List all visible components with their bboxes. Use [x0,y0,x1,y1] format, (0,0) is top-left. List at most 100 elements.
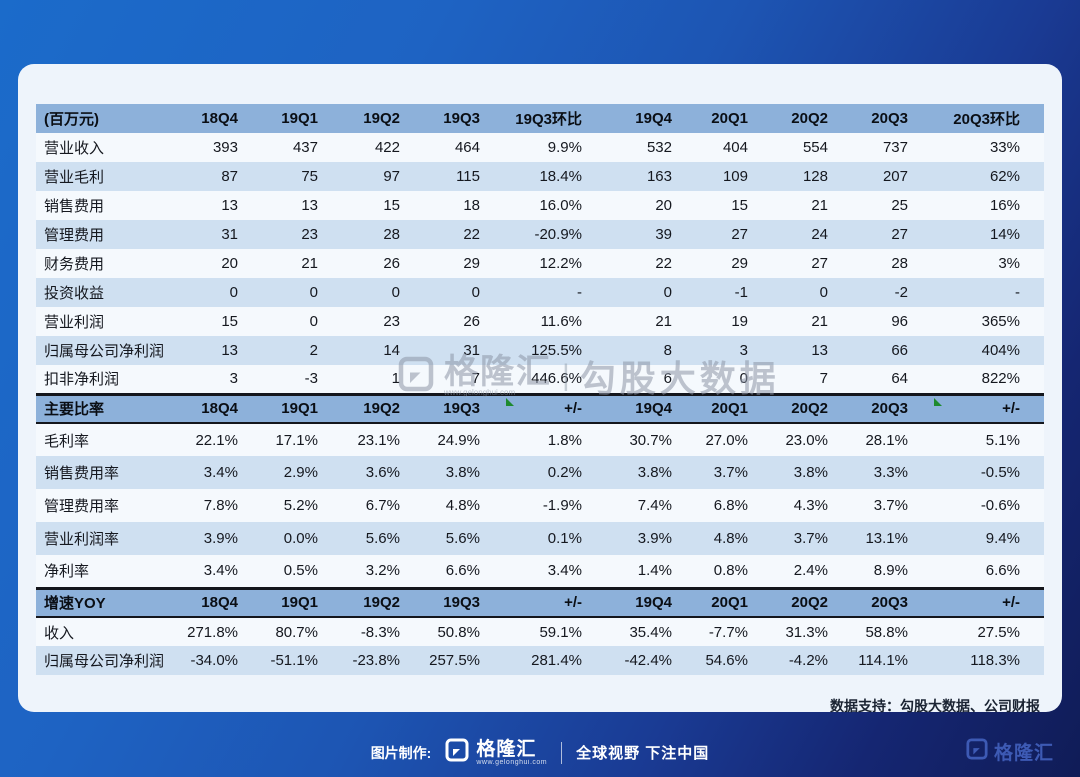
cell: 21 [811,313,828,330]
cell: 3.2% [365,562,400,580]
cell: 13 [811,342,828,359]
cell: 54.6% [705,652,748,669]
cell: 62% [989,168,1020,185]
cell: 0 [309,284,318,301]
column-header: 主要比率 [44,401,105,419]
bar-divider [561,741,563,764]
cell: 20 [221,255,238,272]
cell: 7 [471,370,480,388]
cell: 5.6% [365,530,400,547]
cell: 75 [301,168,318,185]
comment-marker-icon [934,397,942,406]
cell: 3.7% [793,530,828,547]
cell: 20 [655,197,672,214]
cell: 2 [309,342,318,359]
cell: 19 [731,313,748,330]
cell: 27.0% [705,431,748,449]
cell: 28.1% [865,431,908,449]
cell: 4.3% [793,497,828,514]
cell: 26 [383,255,400,272]
brand-name: 格隆汇 [476,738,537,760]
row-label: 归属母公司净利润 [44,343,165,360]
cell: 1.4% [637,562,672,580]
cell: 0.8% [713,562,748,580]
cell: 28 [383,226,400,243]
table-row: 财务费用 20 21 26 29 12.2% 22 29 27 28 3% [36,249,1044,278]
cell: 5.1% [985,431,1020,449]
brand-url: www.gelonghui.com [476,758,548,766]
cell: 163 [646,168,672,185]
cell: 26 [463,313,480,330]
column-header: (百万元) [44,111,99,128]
financial-table-wrap: (百万元) 18Q4 19Q1 19Q2 19Q3 19Q3环比 19Q4 20Q1 20Q2 2… [36,104,1044,675]
table-row: 销售费用 13 13 15 18 16.0% 20 15 21 25 16% [36,191,1044,220]
cell: - [1015,284,1020,301]
cell: 3% [998,255,1020,272]
column-header: 19Q2 [363,400,400,418]
cell: -20.9% [534,226,582,243]
cell: 6.7% [365,497,400,514]
cell: 24 [811,226,828,243]
cell: 17.1% [275,431,318,449]
cell: -0.6% [980,497,1020,514]
cell: 50.8% [437,623,480,641]
cell: 0.5% [283,562,318,580]
section-header-row: 主要比率 18Q4 19Q1 19Q2 19Q3 +/- 19Q4 20Q1 20Q2 20Q3 +… [36,394,1044,423]
cell: 22 [463,226,480,243]
cell: 9.9% [547,139,582,156]
cell: 3.4% [203,464,238,481]
column-header: 19Q1 [281,110,318,127]
cell: 24.9% [437,431,480,449]
cell: 3.9% [203,530,238,547]
cell: 15 [383,197,400,214]
cell: 27 [811,255,828,272]
column-header: 20Q1 [711,110,748,127]
table-row: 归属母公司净利润 -34.0% -51.1% -23.8% 257.5% 281.4% -4… [36,646,1044,675]
cell: 393 [212,139,238,156]
cell: 16.0% [539,197,582,214]
cell: 281.4% [531,652,582,669]
cell: 15 [221,313,238,330]
cell: 22 [655,255,672,272]
cell: 12.2% [539,255,582,272]
cell: 3.8% [445,464,480,481]
cell: 21 [655,313,672,330]
table-row: 营业收入 393 437 422 464 9.9% 532 404 554 737 33% [36,133,1044,162]
cell: 1.8% [547,431,582,449]
cell: 118.3% [970,652,1020,669]
cell: 6 [663,370,672,388]
column-header: 20Q3 [871,400,908,418]
cell: 0 [739,370,748,388]
column-header: 19Q2 [363,594,400,612]
cell: 0.0% [283,530,318,547]
column-header: 19Q3 [443,110,480,127]
cell: 4.8% [445,497,480,514]
cell: 3 [229,370,238,388]
cell: 822% [981,370,1020,388]
cell: 5.2% [283,497,318,514]
table-row: 归属母公司净利润 13 2 14 31 125.5% 8 3 13 66 404% [36,336,1044,365]
column-header: +/- [1002,594,1020,612]
cell: 23 [301,226,318,243]
row-label: 归属母公司净利润 [44,653,165,670]
table-row: 毛利率 22.1% 17.1% 23.1% 24.9% 1.8% 30.7% 27.0% 23.… [36,423,1044,456]
cell: 23.0% [785,431,828,449]
column-header: 19Q3 [443,400,480,418]
cell: 0.1% [547,530,582,547]
cell: 3.3% [873,464,908,481]
cell: 27.5% [977,623,1020,641]
cell: 3.8% [637,464,672,481]
cell: 31.3% [785,623,828,641]
cell: 11.6% [540,313,582,330]
cell: 114.1% [858,652,908,669]
row-label: 营业毛利 [44,169,105,186]
cell: 21 [301,255,318,272]
cell: 9.4% [985,530,1020,547]
cell: -7.7% [708,623,748,641]
column-header: +/- [564,594,582,612]
cell: 0 [663,284,672,301]
cell: 15 [731,197,748,214]
cell: 0 [229,284,238,301]
cell: 23.1% [357,431,400,449]
cell: 64 [891,370,908,388]
